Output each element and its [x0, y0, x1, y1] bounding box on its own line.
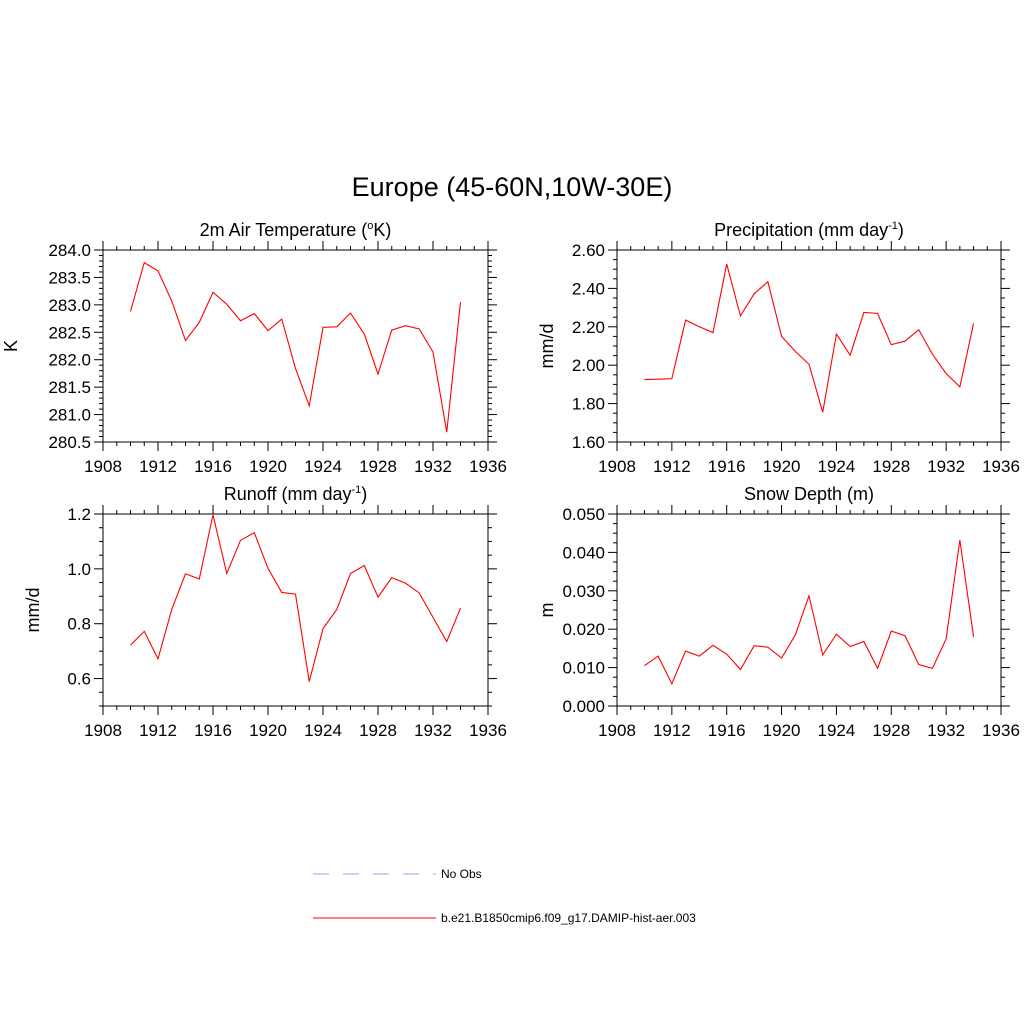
- figure-title: Europe (45-60N,10W-30E): [352, 172, 673, 202]
- x-tick-label: 1920: [763, 721, 801, 740]
- x-tick-label: 1932: [414, 721, 452, 740]
- x-tick-label: 1932: [414, 457, 452, 476]
- series-line-temperature: [129, 261, 462, 433]
- y-tick-label: 282.5: [48, 323, 91, 342]
- panel-title: 2m Air Temperature (oK): [200, 220, 392, 240]
- y-tick-label: 1.2: [67, 505, 91, 524]
- x-tick-label: 1908: [84, 721, 122, 740]
- x-tick-label: 1924: [818, 457, 856, 476]
- x-tick-label: 1928: [359, 457, 397, 476]
- x-tick-label: 1932: [927, 721, 965, 740]
- legend: No Obs b.e21.B1850cmip6.f09_g17.DAMIP-hi…: [313, 867, 696, 925]
- plot-frame: [102, 249, 489, 443]
- x-tick-label: 1924: [304, 721, 342, 740]
- y-tick-label: 0.050: [562, 505, 605, 524]
- panel-title-suffix: K): [373, 220, 391, 240]
- panel-title: Snow Depth (m): [744, 484, 874, 504]
- plot-frame: [616, 249, 1002, 443]
- panel-title-text: Runoff (mm day: [224, 484, 352, 504]
- y-tick-label: 0.000: [562, 697, 605, 716]
- x-tick-label: 1920: [249, 721, 287, 740]
- x-tick-label: 1912: [139, 457, 177, 476]
- y-tick-label: 2.00: [572, 356, 605, 375]
- legend-label-no-obs: No Obs: [441, 867, 482, 881]
- y-tick-label: 281.5: [48, 378, 91, 397]
- panel-precipitation: Precipitation (mm day-1) mm/d 1908 1912 1916…: [537, 220, 1020, 476]
- panel-runoff: Runoff (mm day-1) mm/d 1908 1912 1916 1920 192…: [23, 484, 507, 740]
- x-tick-label: 1928: [872, 457, 910, 476]
- y-tick-label: 2.20: [572, 318, 605, 337]
- y-tick-label: 1.0: [67, 560, 91, 579]
- y-axis-label: K: [1, 340, 21, 352]
- x-tick-label: 1908: [598, 721, 636, 740]
- series-line-precipitation: [644, 263, 975, 413]
- y-tick-label: 1.60: [572, 433, 605, 452]
- y-tick-label: 2.60: [572, 241, 605, 260]
- y-axis-label: mm/d: [23, 588, 43, 633]
- panel-title-superscript: -1: [351, 484, 361, 496]
- x-tick-label: 1908: [598, 457, 636, 476]
- x-tick-label: 1916: [194, 721, 232, 740]
- y-tick-label: 0.6: [67, 670, 91, 689]
- y-tick-label: 280.5: [48, 433, 91, 452]
- x-tick-label: 1916: [708, 721, 746, 740]
- x-tick-label: 1912: [653, 457, 691, 476]
- y-axis-label: mm/d: [537, 324, 557, 369]
- y-tick-label: 0.010: [562, 659, 605, 678]
- y-tick-label: 281.0: [48, 406, 91, 425]
- y-tick-label: 282.0: [48, 351, 91, 370]
- x-tick-label: 1924: [304, 457, 342, 476]
- x-tick-label: 1932: [927, 457, 965, 476]
- series-line-runoff: [130, 514, 462, 682]
- panel-title-suffix: ): [361, 484, 367, 504]
- x-tick-label: 1936: [469, 721, 507, 740]
- y-tick-label: 284.0: [48, 241, 91, 260]
- panel-title-superscript: -1: [888, 220, 898, 232]
- x-tick-label: 1924: [818, 721, 856, 740]
- x-tick-label: 1920: [763, 457, 801, 476]
- legend-label-model: b.e21.B1850cmip6.f09_g17.DAMIP-hist-aer.…: [441, 911, 696, 925]
- x-tick-label: 1928: [359, 721, 397, 740]
- plot-frame: [102, 513, 489, 707]
- panel-title: Precipitation (mm day-1): [714, 220, 904, 240]
- x-tick-label: 1908: [84, 457, 122, 476]
- x-tick-label: 1928: [872, 721, 910, 740]
- panel-title-text: Snow Depth (m): [744, 484, 874, 504]
- x-tick-label: 1912: [139, 721, 177, 740]
- x-tick-label: 1916: [708, 457, 746, 476]
- y-tick-label: 0.8: [67, 615, 91, 634]
- x-tick-label: 1912: [653, 721, 691, 740]
- y-tick-label: 0.040: [562, 543, 605, 562]
- series-line-snow-depth: [644, 540, 975, 686]
- x-tick-label: 1920: [249, 457, 287, 476]
- panel-title-text: 2m Air Temperature (: [200, 220, 368, 240]
- x-tick-label: 1916: [194, 457, 232, 476]
- x-tick-label: 1936: [982, 721, 1020, 740]
- panel-temperature: 2m Air Temperature (oK) K 1908 1912 1916 1920…: [1, 220, 507, 476]
- y-tick-label: 0.020: [562, 620, 605, 639]
- panel-title-text: Precipitation (mm day: [714, 220, 888, 240]
- x-tick-label: 1936: [982, 457, 1020, 476]
- chart-panels: 2m Air Temperature (oK) K 1908 1912 1916 1920…: [1, 220, 1020, 740]
- panel-title-suffix: ): [898, 220, 904, 240]
- panel-title-superscript: o: [367, 220, 373, 232]
- y-tick-label: 283.5: [48, 268, 91, 287]
- y-tick-label: 1.80: [572, 395, 605, 414]
- y-tick-label: 0.030: [562, 582, 605, 601]
- y-tick-label: 2.40: [572, 279, 605, 298]
- x-tick-label: 1936: [469, 457, 507, 476]
- y-axis-label: m: [537, 603, 557, 618]
- panel-snow-depth: Snow Depth (m) m 1908 1912 1916 1920 1924 1928 1…: [537, 484, 1020, 740]
- panel-title: Runoff (mm day-1): [224, 484, 368, 504]
- y-tick-label: 283.0: [48, 296, 91, 315]
